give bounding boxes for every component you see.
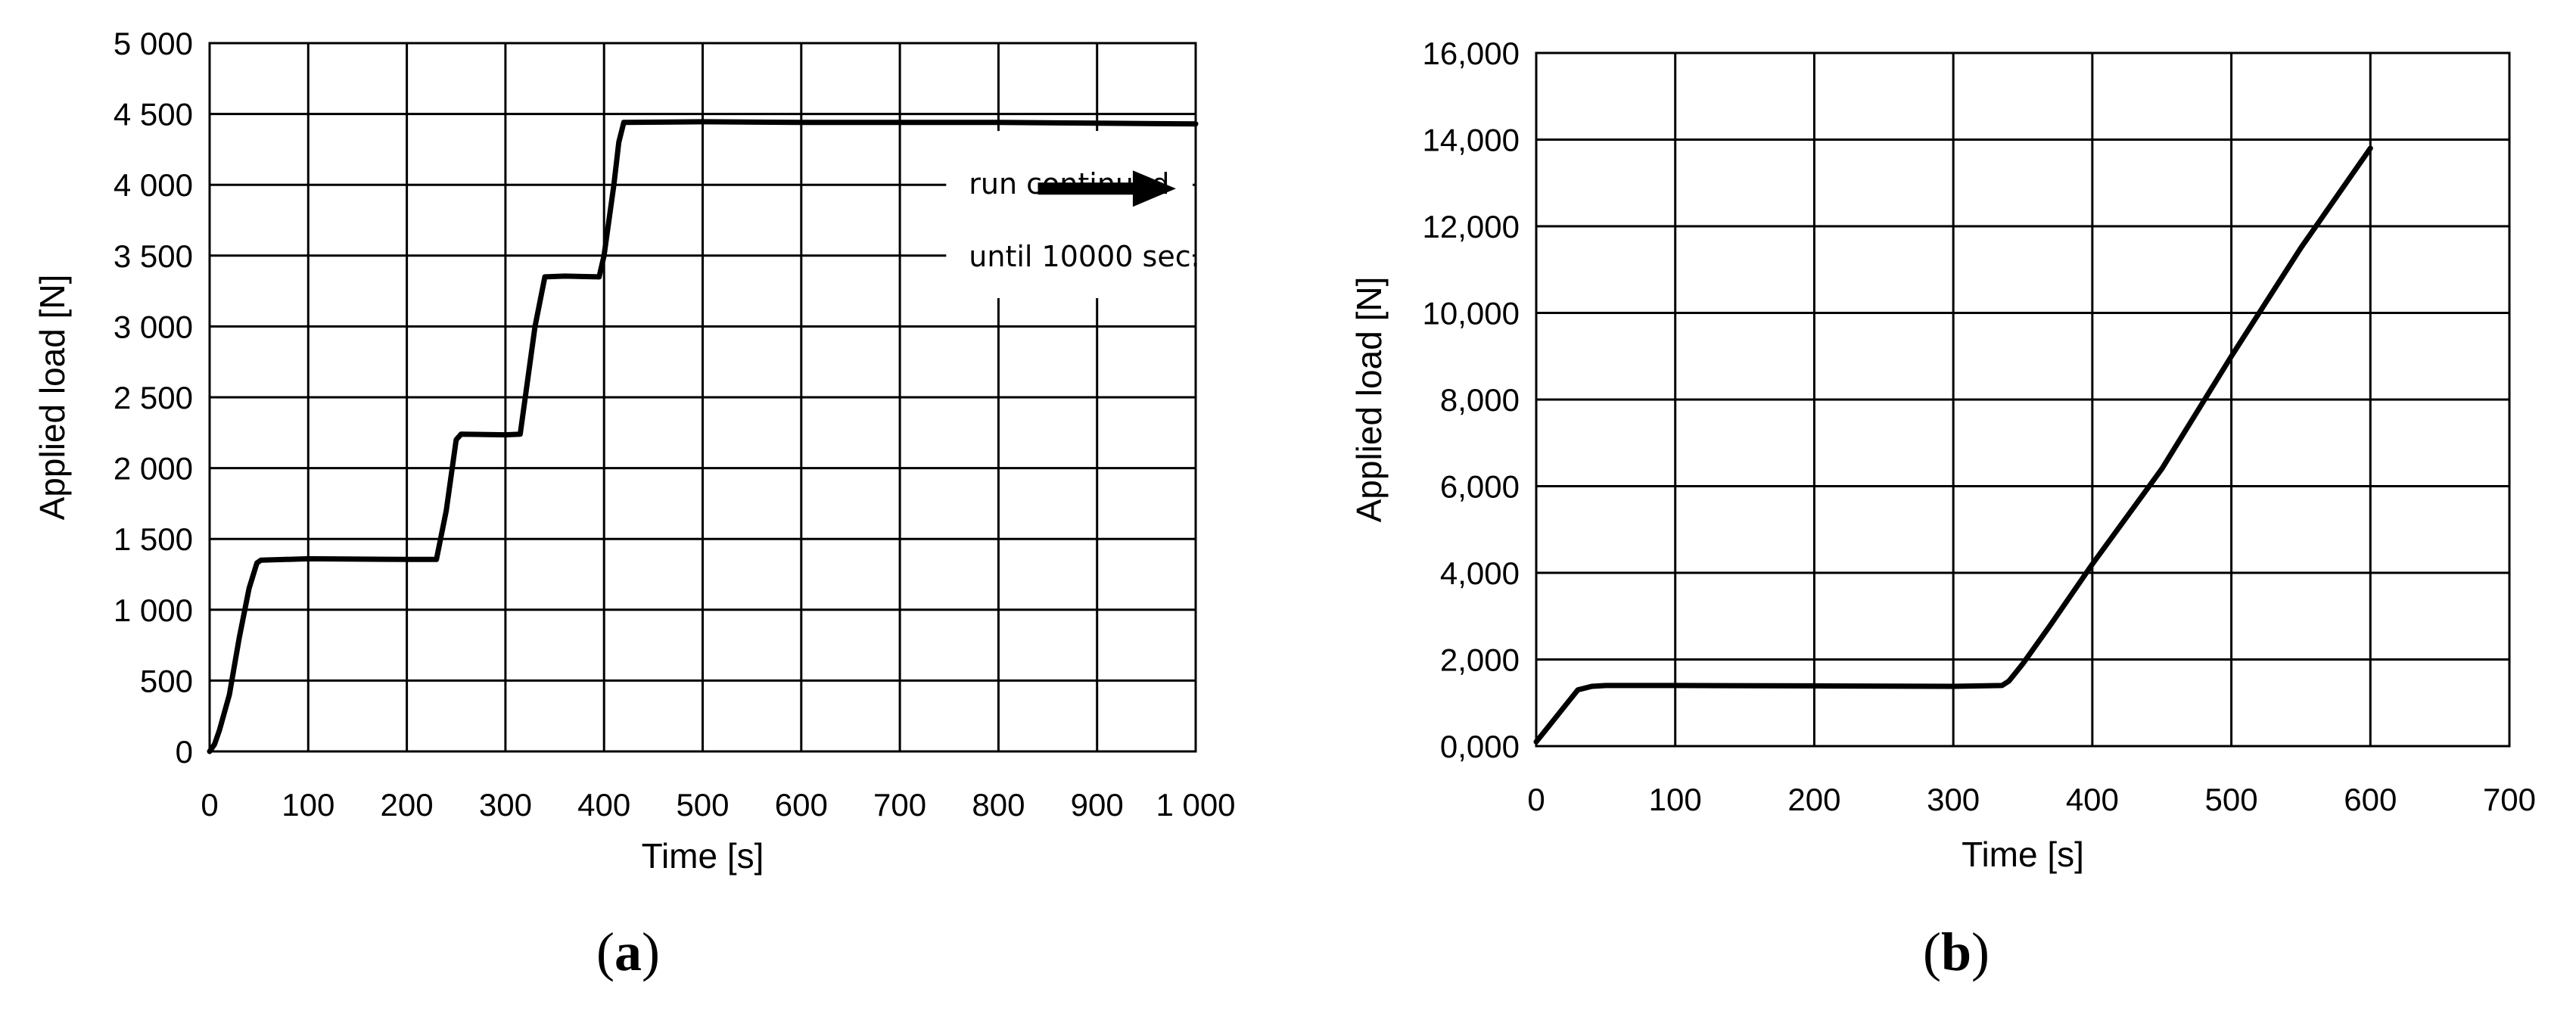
- x-tick-label: 800: [972, 787, 1025, 823]
- y-tick-label: 3 000: [114, 309, 193, 344]
- y-tick-label: 500: [140, 663, 193, 698]
- y-axis-label-b: Applied load [N]: [1349, 277, 1389, 523]
- x-tick-label: 300: [1927, 782, 1980, 817]
- caption-a: (a): [596, 922, 660, 982]
- caption-open-paren: (: [596, 922, 614, 982]
- x-tick-label: 0: [201, 787, 218, 823]
- caption-open-paren: (: [1923, 922, 1941, 982]
- y-tick-label: 4 000: [114, 167, 193, 203]
- y-tick-labels-a: 0 500 1 000 1 500 2 000 2 500 3 000 3 500 4 000 4…: [114, 26, 193, 770]
- x-axis-label-b: Time [s]: [1962, 835, 2084, 874]
- y-tick-label: 4,000: [1440, 555, 1520, 591]
- y-tick-label: 5 000: [114, 26, 193, 61]
- x-tick-label: 400: [577, 787, 630, 823]
- caption-close-paren: ): [642, 922, 660, 982]
- y-tick-label: 2 500: [114, 380, 193, 415]
- chart-panel-b: 0 100 200 300 400 500 600 700 0,000 2,000 4,000 6,…: [1349, 36, 2536, 982]
- x-tick-label: 600: [775, 787, 828, 823]
- annotation-a: run continued until 10000 sec.: [946, 131, 1200, 298]
- x-tick-labels-b: 0 100 200 300 400 500 600 700: [1527, 782, 2536, 817]
- plot-frame-a: [208, 42, 1197, 753]
- annotation-arrow-head: [1132, 170, 1176, 207]
- x-tick-label: 700: [2483, 782, 2536, 817]
- x-tick-label: 1 000: [1156, 787, 1235, 823]
- caption-letter: a: [614, 922, 642, 982]
- chart-panel-a: 0 100 200 300 400 500 600 700 800 900 1 000 0 500 1 …: [33, 26, 1236, 982]
- y-tick-label: 2 000: [114, 451, 193, 487]
- y-tick-label: 0: [176, 734, 193, 770]
- y-tick-label: 6,000: [1440, 469, 1520, 505]
- series-line-b: [1533, 145, 2373, 745]
- y-tick-label: 16,000: [1423, 36, 1520, 71]
- x-tick-label: 500: [676, 787, 729, 823]
- y-tick-label: 2,000: [1440, 642, 1520, 678]
- y-axis-label-a: Applied load [N]: [33, 275, 72, 521]
- annotation-line-2: until 10000 sec.: [969, 240, 1199, 273]
- y-tick-label: 12,000: [1423, 209, 1520, 244]
- plot-frame-b: [1535, 51, 2511, 748]
- y-tick-label: 4 500: [114, 97, 193, 132]
- y-tick-label: 8,000: [1440, 382, 1520, 418]
- series-line-a: [207, 119, 1199, 754]
- x-tick-label: 100: [282, 787, 334, 823]
- x-tick-label: 200: [1787, 782, 1840, 817]
- y-tick-label: 0,000: [1440, 729, 1520, 764]
- x-tick-label: 100: [1649, 782, 1702, 817]
- x-tick-label: 0: [1527, 782, 1545, 817]
- y-tick-label: 1 500: [114, 521, 193, 557]
- y-tick-label: 14,000: [1423, 123, 1520, 158]
- caption-close-paren: ): [1971, 922, 1990, 982]
- x-tick-labels-a: 0 100 200 300 400 500 600 700 800 900 1 000: [201, 787, 1235, 823]
- x-tick-label: 400: [2066, 782, 2119, 817]
- x-tick-label: 600: [2344, 782, 2397, 817]
- x-tick-label: 200: [381, 787, 434, 823]
- x-axis-label-a: Time [s]: [642, 836, 764, 876]
- y-tick-label: 1 000: [114, 593, 193, 628]
- y-tick-label: 3 500: [114, 238, 193, 274]
- caption-b: (b): [1923, 922, 1990, 982]
- x-tick-label: 900: [1071, 787, 1124, 823]
- x-tick-label: 700: [873, 787, 926, 823]
- y-tick-label: 10,000: [1423, 296, 1520, 331]
- x-tick-label: 300: [479, 787, 532, 823]
- annotation-background: [946, 131, 1193, 298]
- x-tick-label: 500: [2205, 782, 2258, 817]
- y-tick-labels-b: 0,000 2,000 4,000 6,000 8,000 10,000 12,000 14,…: [1423, 36, 1520, 764]
- caption-letter: b: [1941, 922, 1971, 982]
